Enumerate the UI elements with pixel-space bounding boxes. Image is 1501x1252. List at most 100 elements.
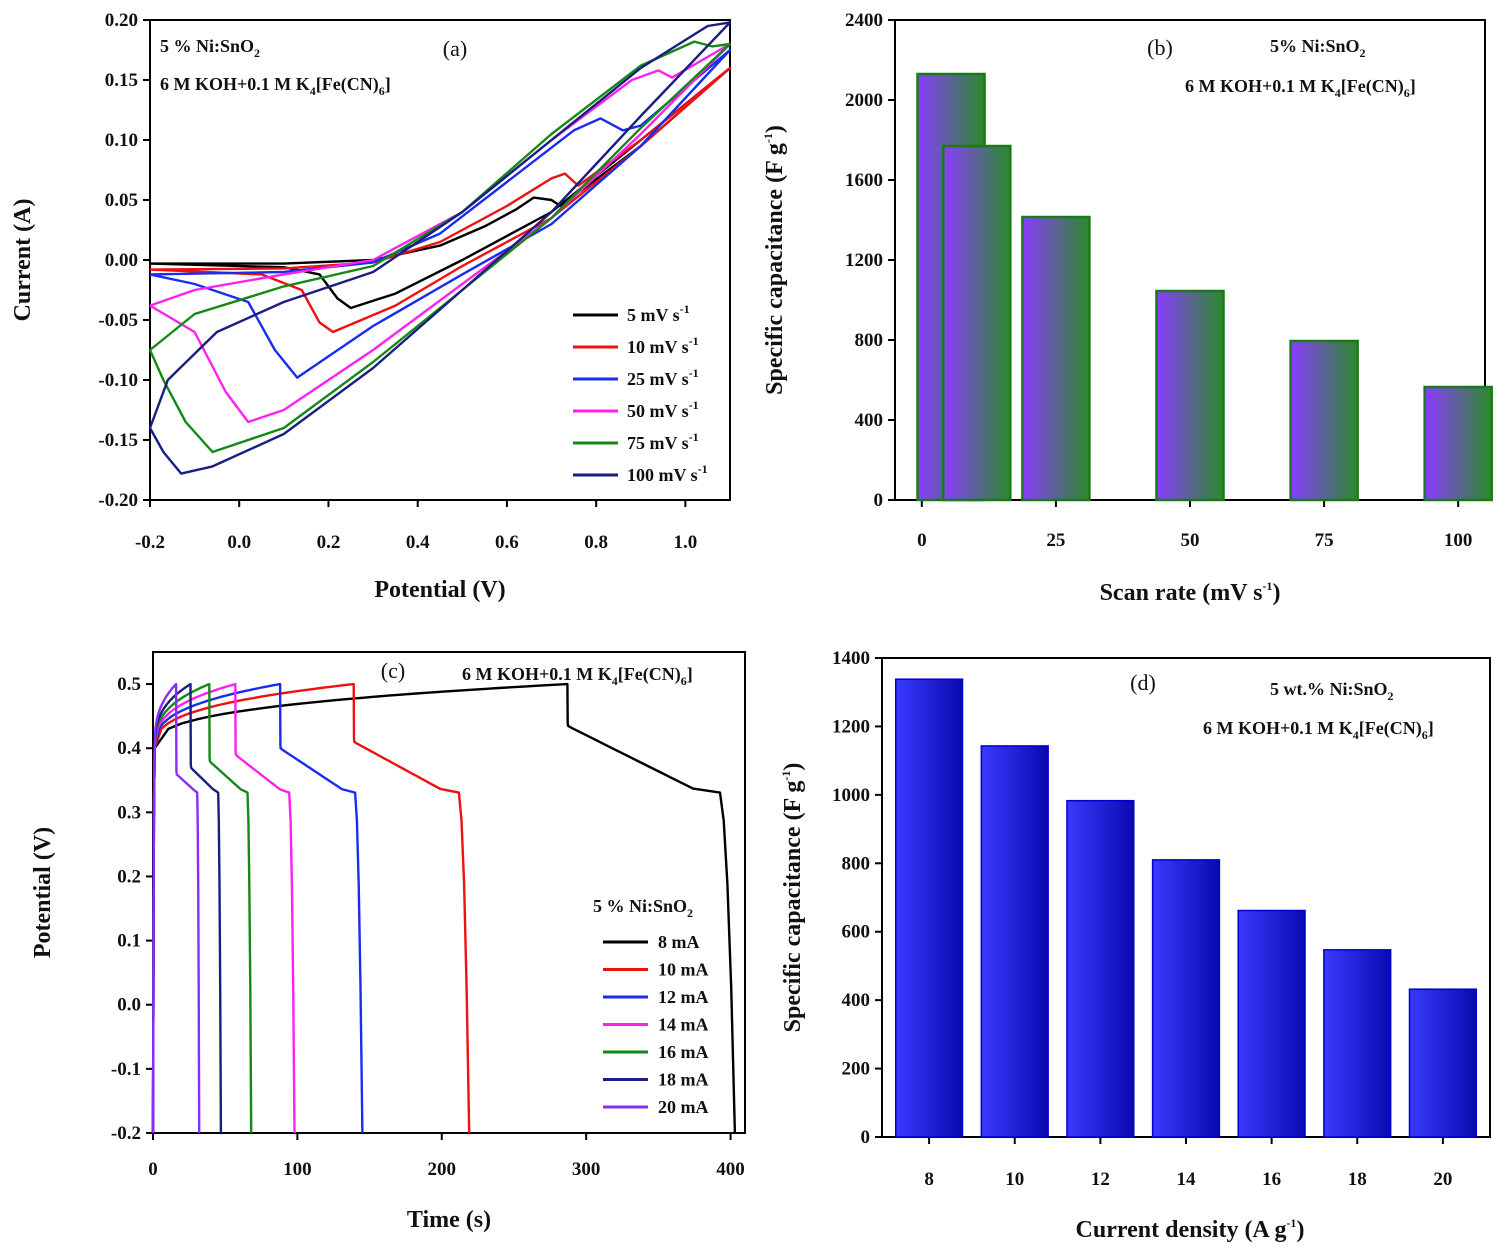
y-tick-label: 0.05 (105, 190, 138, 211)
x-axis-label-end: ) (1272, 580, 1280, 606)
y-axis-label: Specific capacitance (F g-1) (779, 763, 806, 1033)
annotation-subscript: 6 (379, 84, 385, 98)
y-axis-label-superscript: -1 (779, 771, 793, 781)
legend-entry-4: 75 mV s-1 (627, 430, 699, 453)
x-tick-label: 0 (148, 1159, 158, 1180)
x-tick-label: 100 (283, 1159, 312, 1180)
cv-curve-2 (149, 48, 732, 379)
gcd-curve-4 (151, 682, 253, 1134)
bar-3 (1155, 289, 1225, 502)
x-tick-label: 0.6 (495, 532, 519, 553)
y-tick-label: 400 (855, 410, 884, 431)
annotation-material: 5 % Ni:SnO2 (160, 36, 260, 60)
gcd-curve-5 (151, 682, 223, 1134)
y-axis-label: Current (A) (10, 199, 36, 322)
annotation-electrolyte: 6 M KOH+0.1 M K4[Fe(CN)6] (1203, 718, 1434, 742)
x-tick-label: 25 (1046, 530, 1065, 551)
annotation-text: ] (687, 664, 693, 684)
legend-unit-superscript: -1 (689, 366, 699, 380)
legend-entry-4: 16 mA (658, 1042, 709, 1062)
legend-entry-6: 20 mA (658, 1097, 709, 1117)
x-tick-label: -0.2 (135, 532, 165, 553)
legend-entry-2: 25 mV s-1 (627, 366, 699, 389)
y-axis-label: Specific capacitance (F g-1) (761, 125, 788, 395)
panel-c-gcd-plot: -0.2 -0.1 0.0 0.1 0.2 0.3 0.4 0.5 0 100 200 300 400 (… (30, 651, 746, 1233)
y-tick-label: 0.5 (117, 674, 141, 695)
x-tick-label: 18 (1348, 1169, 1367, 1190)
x-tick-label: 200 (428, 1159, 457, 1180)
y-tick-label: 200 (842, 1059, 871, 1080)
bar-0 (894, 678, 964, 1138)
x-axis-label: Current density (A g-1) (1076, 1216, 1305, 1243)
panel-a-cv-plot: -0.20-0.15-0.10-0.050.000.050.100.150.20… (10, 10, 732, 603)
annotation-electrolyte: 6 M KOH+0.1 M K4[Fe(CN)6] (1185, 76, 1416, 100)
y-axis-label-end: ) (762, 125, 788, 133)
y-tick-label: 2000 (845, 90, 883, 111)
bar-4 (1289, 339, 1359, 502)
y-tick-label: 2400 (845, 10, 883, 31)
legend-title-subscript: 2 (687, 906, 693, 920)
panel-label: (c) (381, 658, 405, 683)
x-tick-label: 400 (716, 1159, 745, 1180)
annotation-subscript: 2 (1360, 46, 1366, 60)
panel-label: (b) (1147, 35, 1173, 60)
annotation-text: [Fe(CN) (618, 664, 681, 685)
y-tick-label: -0.2 (111, 1123, 141, 1144)
y-tick-label: 0.00 (105, 250, 138, 271)
legend-entry-2: 12 mA (658, 987, 709, 1007)
annotation-text: [Fe(CN) (1341, 76, 1404, 97)
legend-unit-superscript: -1 (680, 302, 690, 316)
panel-b-scan-rate-bars: 0 400 800 1200 1600 2000 2400 0 25 50 75 100 (b) 5% N… (761, 10, 1493, 606)
annotation-subscript: 2 (1388, 689, 1394, 703)
x-tick-label: 300 (572, 1159, 601, 1180)
x-tick-label: 100 (1444, 530, 1473, 551)
y-tick-label: 1200 (845, 250, 883, 271)
annotation-electrolyte: 6 M KOH+0.1 M K4[Fe(CN)6] (462, 664, 693, 688)
bar-1 (942, 144, 1012, 502)
gcd-curve-1 (151, 682, 471, 1134)
y-tick-label: -0.15 (98, 430, 138, 451)
legend-entry-1: 10 mA (658, 960, 709, 980)
x-tick-label: 8 (924, 1169, 934, 1190)
x-tick-label: 20 (1433, 1169, 1452, 1190)
x-tick-label: 50 (1181, 530, 1200, 551)
y-axis-label: Potential (V) (30, 827, 56, 958)
annotation-text: ] (1410, 76, 1416, 96)
bar-3 (1151, 859, 1221, 1138)
x-tick-label: 16 (1262, 1169, 1281, 1190)
x-tick-label: 0.8 (584, 532, 608, 553)
y-tick-label: 0 (874, 490, 884, 511)
gcd-curve-0 (151, 682, 737, 1134)
legend-unit-superscript: -1 (689, 430, 699, 444)
x-axis-label: Time (s) (407, 1207, 491, 1233)
y-tick-label: 0.2 (117, 866, 141, 887)
legend-entry-3: 14 mA (658, 1015, 709, 1035)
y-axis-label-end: ) (780, 763, 806, 771)
annotation-electrolyte: 6 M KOH+0.1 M K4[Fe(CN)6] (160, 74, 391, 98)
annotation-material: 5 wt.% Ni:SnO2 (1270, 679, 1394, 703)
x-tick-label: 75 (1315, 530, 1334, 551)
annotation-subscript: 4 (612, 674, 618, 688)
x-tick-label: 12 (1091, 1169, 1110, 1190)
x-tick-label: 0.4 (406, 532, 430, 553)
y-tick-label: 0.0 (117, 995, 141, 1016)
panel-d-current-density-bars: 0 200 400 600 800 1000 1200 1400 8 10 12 14 16 18 20 (d… (779, 648, 1491, 1243)
legend-title: 5 % Ni:SnO2 (593, 896, 693, 920)
y-tick-label: 0.15 (105, 70, 138, 91)
annotation-subscript: 6 (1404, 86, 1410, 100)
x-tick-label: 0.0 (227, 532, 251, 553)
panel-label: (a) (443, 36, 467, 61)
bar-5 (1423, 385, 1493, 502)
x-axis-label: Scan rate (mV s-1) (1100, 579, 1281, 606)
y-tick-label: 600 (842, 922, 871, 943)
legend-entry-0: 8 mA (658, 932, 700, 952)
x-axis-label-end: ) (1296, 1217, 1304, 1243)
legend-entry-5: 100 mV s-1 (627, 462, 708, 485)
annotation-subscript: 4 (310, 84, 316, 98)
legend-entry-1: 10 mV s-1 (627, 334, 699, 357)
cv-curve-4 (148, 40, 732, 454)
x-axis-label: Potential (V) (374, 577, 505, 603)
gcd-curve-2 (151, 682, 364, 1134)
y-tick-label: 800 (842, 853, 871, 874)
plot-frame (152, 651, 746, 1134)
